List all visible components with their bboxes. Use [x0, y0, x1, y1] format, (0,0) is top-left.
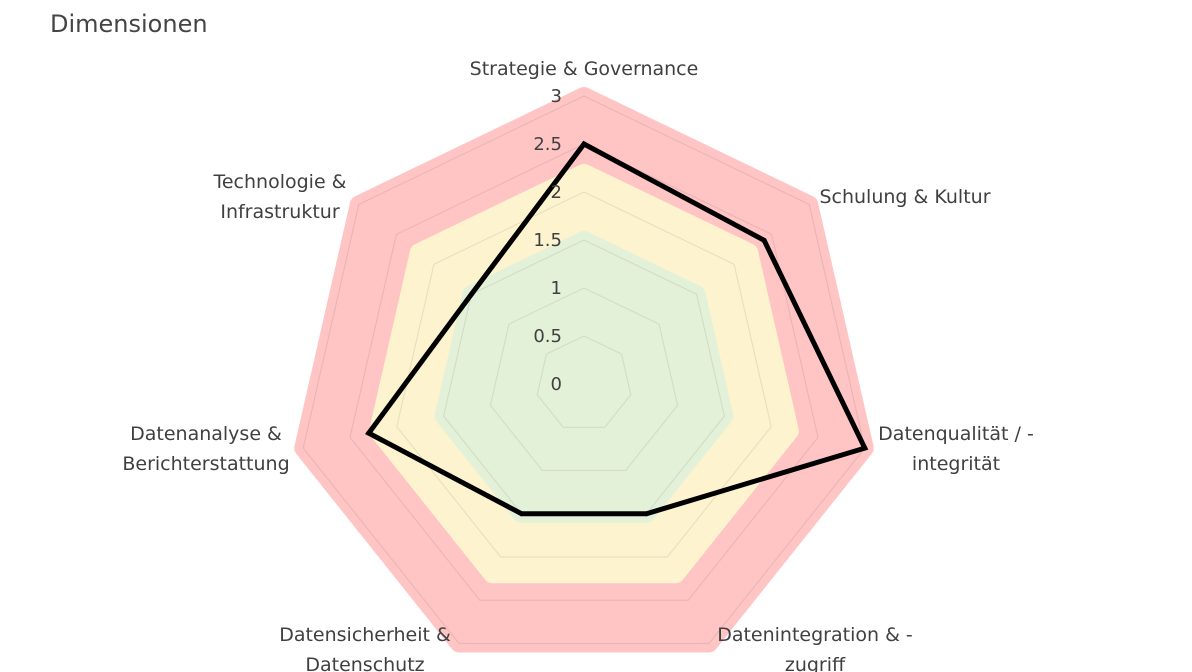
tick-label-3: 1.5 [533, 230, 562, 251]
data-point-4 [519, 511, 525, 517]
axis-label-3: Datenintegration & -zugriff [717, 624, 913, 672]
axis-label-5: Datenanalyse & Berichterstattung [122, 423, 289, 475]
tick-label-1: 0.5 [533, 326, 562, 347]
axis-label-4: Datensicherheit & Datenschutz [279, 624, 451, 672]
data-point-3 [643, 511, 649, 517]
chart-title: Dimensionen [50, 10, 208, 38]
tick-label-4: 2 [551, 182, 562, 203]
data-point-6 [468, 291, 474, 297]
data-point-0 [581, 141, 587, 147]
axis-label-1: Schulung & Kultur [819, 186, 990, 208]
data-point-5 [366, 430, 372, 436]
tick-label-2: 1 [551, 278, 562, 299]
tick-label-5: 2.5 [533, 134, 562, 155]
axis-label-0: Strategie & Governance [470, 58, 699, 80]
gridline-2 [396, 191, 772, 558]
tick-label-0: 0 [551, 374, 562, 395]
axis-label-6: Technologie & Infrastruktur [212, 171, 346, 223]
data-point-1 [761, 237, 767, 243]
tick-label-6: 3 [551, 86, 562, 107]
gridline-1 [489, 287, 679, 472]
gridline-0.5 [536, 335, 632, 428]
data-point-2 [862, 445, 868, 451]
series-line-0 [364, 140, 869, 517]
gridline-3 [302, 95, 866, 645]
axis-label-2: Datenqualität / -integrität [878, 423, 1034, 475]
zone-green [434, 231, 734, 523]
